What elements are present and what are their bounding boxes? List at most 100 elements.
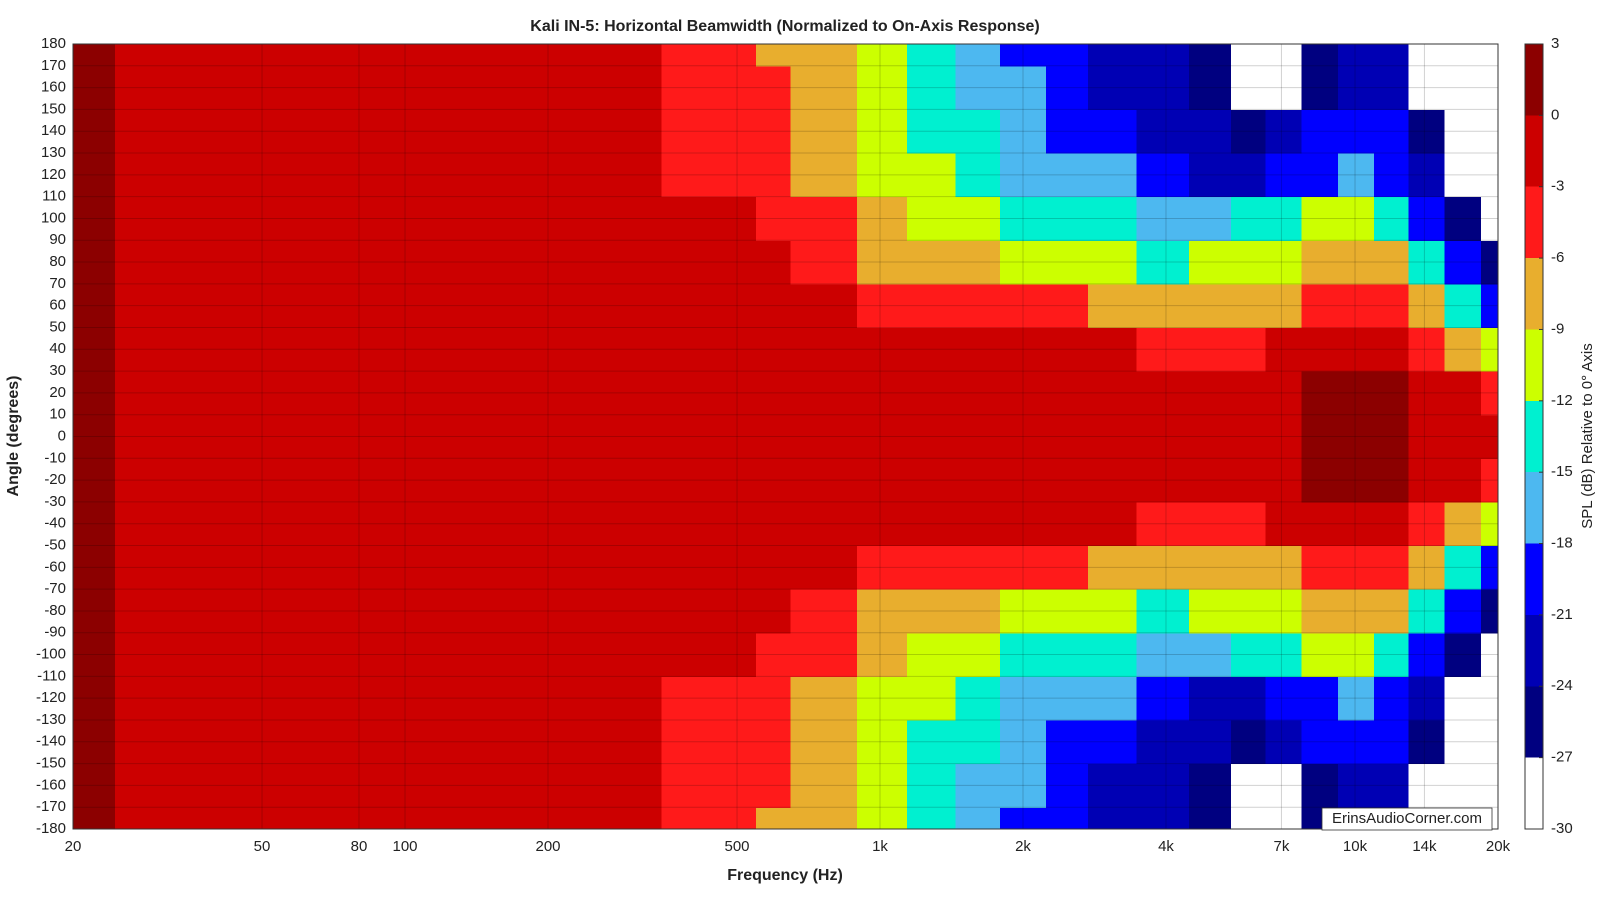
contour-cell <box>209 589 312 634</box>
contour-cell <box>955 807 1001 830</box>
contour-cell <box>1301 676 1339 721</box>
contour-cell <box>1265 65 1303 111</box>
contour-cell <box>1408 327 1446 372</box>
contour-cell <box>907 44 957 67</box>
contour-cell <box>790 109 821 154</box>
contour-cell <box>661 763 715 808</box>
colorbar-tick-label: -9 <box>1551 320 1564 337</box>
colorbar-band <box>1525 472 1543 544</box>
y-tick-label: 140 <box>41 122 66 139</box>
contour-cell <box>209 545 312 590</box>
contour-cell <box>1301 109 1339 154</box>
contour-cell <box>907 196 957 241</box>
contour-cell <box>1230 458 1267 503</box>
contour-cell <box>907 632 957 677</box>
contour-cell <box>856 153 908 198</box>
y-tick-label: -160 <box>36 776 66 793</box>
contour-cell <box>820 807 858 830</box>
contour-cell <box>1444 458 1482 503</box>
contour-cell <box>1136 676 1190 721</box>
contour-cell <box>1444 632 1482 677</box>
y-tick-label: 10 <box>49 406 66 423</box>
contour-cell <box>310 501 402 547</box>
contour-cell <box>856 545 908 590</box>
contour-cell <box>856 632 908 677</box>
contour-cell <box>661 632 715 677</box>
contour-cell <box>400 65 496 111</box>
y-tick-label: 160 <box>41 79 66 96</box>
contour-cell <box>1481 501 1499 547</box>
contour-cell <box>1136 545 1190 590</box>
contour-cell <box>310 719 402 765</box>
contour-cell <box>907 283 957 329</box>
contour-cell <box>856 371 908 416</box>
contour-cell <box>1301 501 1339 547</box>
contour-cell <box>1481 196 1499 241</box>
contour-cell <box>1265 327 1303 372</box>
contour-cell <box>1481 153 1499 198</box>
contour-cell <box>955 632 1001 677</box>
contour-cell <box>856 501 908 547</box>
contour-cell <box>209 719 312 765</box>
contour-cell <box>1408 763 1446 808</box>
contour-cell <box>495 153 591 198</box>
y-tick-label: -40 <box>44 515 66 532</box>
contour-cell <box>1265 458 1303 503</box>
x-tick-label: 2k <box>1015 838 1031 855</box>
y-tick-label: 40 <box>49 340 66 357</box>
colorbar-tick-label: -30 <box>1551 820 1573 837</box>
colorbar-band <box>1525 44 1543 116</box>
y-tick-label: -100 <box>36 646 66 663</box>
contour-cell <box>999 153 1047 198</box>
contour-cell <box>1265 283 1303 329</box>
grid <box>72 43 1499 830</box>
contour-cell <box>589 589 662 634</box>
contour-cell <box>907 501 957 547</box>
contour-cell <box>495 283 591 329</box>
contour-cell <box>999 371 1047 416</box>
contour-cell <box>114 414 210 459</box>
contour-cell <box>1087 501 1137 547</box>
contour-cell <box>73 153 116 198</box>
y-tick-label: 30 <box>49 362 66 379</box>
contour-cell <box>1046 240 1089 285</box>
contour-cell <box>400 807 496 830</box>
contour-cell <box>1481 414 1499 459</box>
contour-cell <box>209 196 312 241</box>
contour-cell <box>495 676 591 721</box>
contour-cell <box>790 501 821 547</box>
colorbar-label: SPL (dB) Relative to 0° Axis <box>1579 343 1596 529</box>
contour-cell <box>1136 807 1190 830</box>
contour-cell <box>1408 414 1446 459</box>
contour-cell <box>856 458 908 503</box>
contour-cell <box>310 676 402 721</box>
contour-cell <box>1230 44 1267 67</box>
contour-cell <box>1136 763 1190 808</box>
contour-cells <box>73 44 1499 830</box>
x-axis-label: Frequency (Hz) <box>727 867 843 884</box>
y-tick-label: 130 <box>41 144 66 161</box>
contour-cell <box>1265 632 1303 677</box>
contour-cell <box>755 196 792 241</box>
contour-cell <box>755 589 792 634</box>
contour-cell <box>114 327 210 372</box>
contour-cell <box>1046 501 1089 547</box>
contour-cell <box>856 240 908 285</box>
contour-cell <box>589 196 662 241</box>
contour-cell <box>1301 153 1339 198</box>
contour-cell <box>1481 44 1499 67</box>
contour-cell <box>1301 458 1339 503</box>
contour-cell <box>495 65 591 111</box>
contour-cell <box>820 371 858 416</box>
contour-cell <box>589 44 662 67</box>
contour-cell <box>1136 414 1190 459</box>
watermark-box <box>1321 807 1493 831</box>
contour-cell <box>907 676 957 721</box>
contour-cell <box>856 763 908 808</box>
contour-cell <box>999 763 1047 808</box>
contour-cell <box>1087 719 1137 765</box>
contour-cell <box>495 196 591 241</box>
contour-cell <box>955 763 1001 808</box>
contour-cell <box>495 458 591 503</box>
contour-cell <box>589 153 662 198</box>
